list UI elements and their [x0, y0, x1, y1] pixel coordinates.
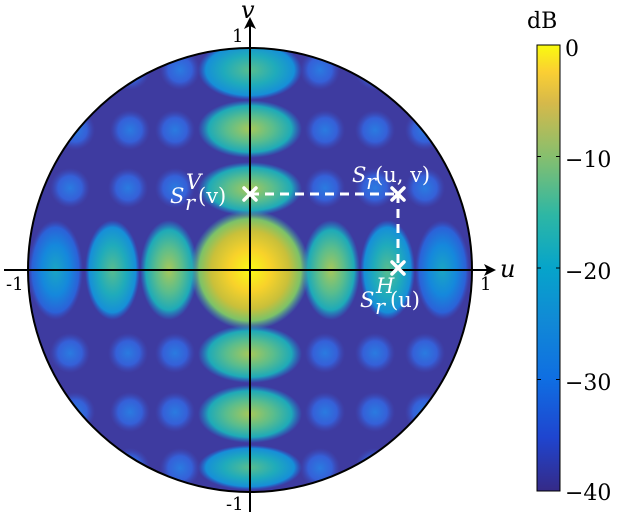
sh-sup: H — [375, 274, 395, 298]
colorbar-tick-1: −10 — [565, 148, 611, 173]
svg-text:(v): (v) — [198, 184, 226, 208]
svg-text:V: V — [186, 170, 203, 194]
svg-text:H: H — [375, 274, 395, 298]
axes: u v -1 1 1 -1 — [4, 0, 515, 515]
marker-s — [390, 186, 406, 202]
sh-main: S — [360, 288, 374, 312]
tick-v-pos: 1 — [232, 26, 243, 47]
v-axis-label: v — [241, 0, 255, 24]
s-main: S — [352, 163, 366, 187]
colorbar: dB 0 −10 −20 −30 −40 — [527, 9, 611, 506]
svg-text:r: r — [366, 170, 378, 194]
annotation-sh: S H r (u) — [360, 274, 420, 319]
annotation-sv: S V r (v) — [170, 170, 226, 215]
sv-main: S — [170, 184, 184, 208]
s-arg: (u, v) — [375, 163, 430, 187]
s-sub: r — [366, 170, 378, 194]
marker-sh — [390, 260, 406, 276]
projection-lines — [250, 192, 400, 268]
svg-text:r: r — [185, 191, 197, 215]
u-axis-label: u — [500, 255, 515, 283]
tick-u-neg: -1 — [6, 274, 24, 295]
sv-sup: V — [186, 170, 203, 194]
colorbar-tick-marks — [537, 44, 560, 492]
sh-arg: (u) — [390, 288, 420, 312]
svg-text:S: S — [360, 288, 374, 312]
svg-text:(u, v): (u, v) — [375, 163, 430, 187]
svg-text:r: r — [375, 295, 387, 319]
colorbar-tick-2: −20 — [565, 260, 611, 285]
svg-text:(u): (u) — [390, 288, 420, 312]
tick-v-neg: -1 — [226, 494, 244, 515]
tick-u-pos: 1 — [480, 274, 491, 295]
u-axis-arrow — [484, 264, 496, 276]
sv-sub: r — [185, 191, 197, 215]
colorbar-label: dB — [527, 9, 557, 34]
sv-arg: (v) — [198, 184, 226, 208]
colorbar-tick-0: 0 — [565, 37, 579, 62]
markers — [242, 186, 406, 276]
svg-text:S: S — [352, 163, 366, 187]
v-axis-arrow — [244, 17, 256, 29]
sh-sub: r — [375, 295, 387, 319]
colorbar-tick-3: −30 — [565, 371, 611, 396]
marker-sv — [242, 186, 258, 202]
colorbar-tick-4: −40 — [565, 481, 611, 506]
annotation-s: S r (u, v) — [352, 163, 430, 194]
svg-text:S: S — [170, 184, 184, 208]
